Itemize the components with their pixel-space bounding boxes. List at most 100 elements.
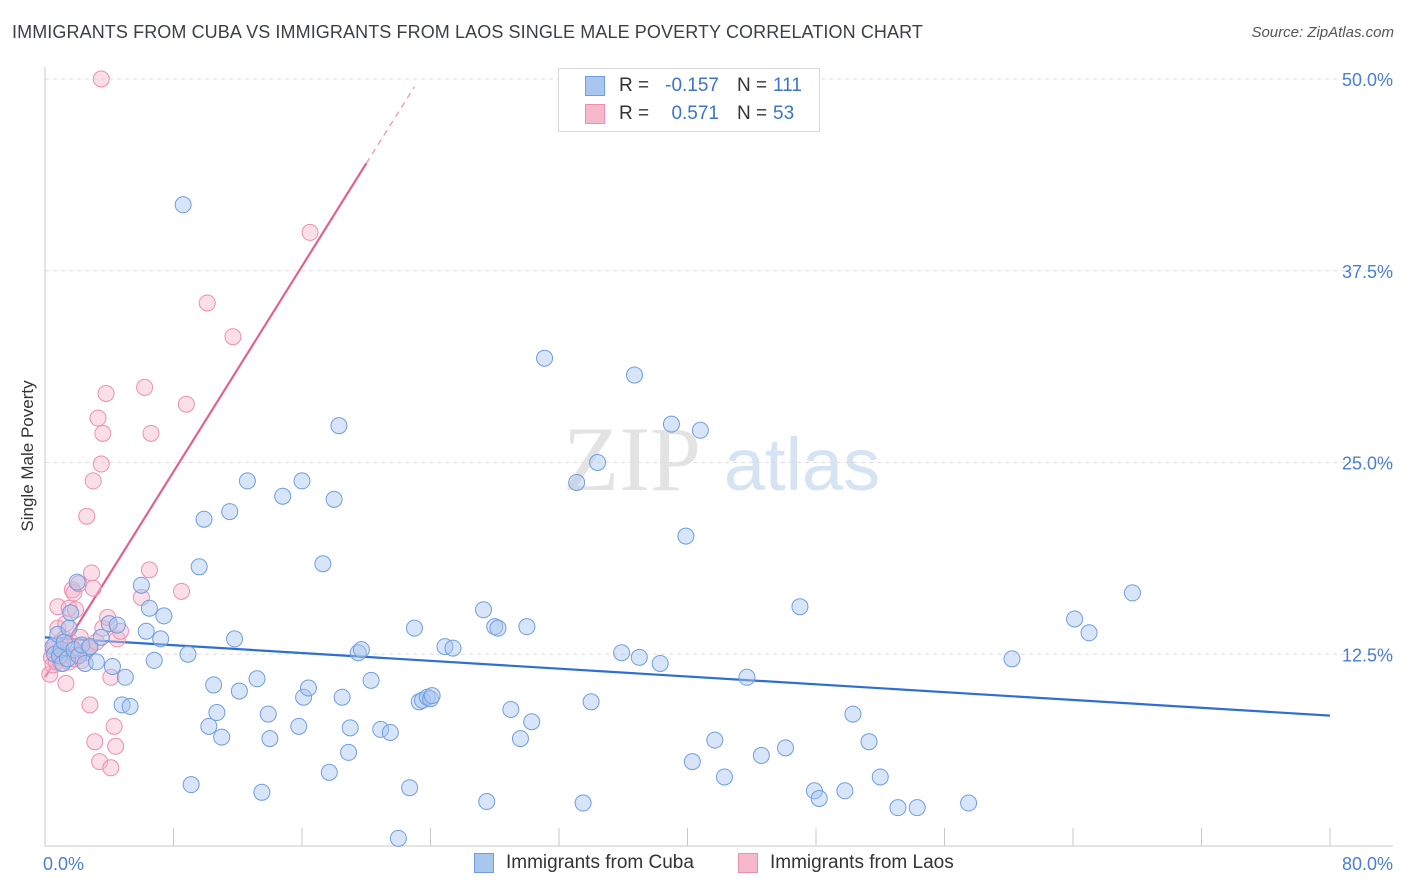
cuba-point	[651, 654, 669, 672]
cuba-point	[662, 415, 680, 433]
laos-point	[102, 759, 120, 777]
laos-point	[105, 717, 123, 735]
cuba-point	[325, 490, 343, 508]
cuba-point	[54, 654, 72, 672]
watermark-atlas: atlas	[724, 423, 880, 506]
cuba-point	[568, 473, 586, 491]
laos-point	[177, 395, 195, 413]
laos-point	[83, 564, 101, 582]
legend-cuba-r-value: -0.157	[665, 75, 719, 96]
chart-title: IMMIGRANTS FROM CUBA VS IMMIGRANTS FROM …	[12, 22, 923, 42]
cuba-point	[295, 688, 313, 706]
laos-point	[224, 328, 242, 346]
laos-point	[301, 223, 319, 241]
laos-point	[67, 601, 85, 619]
cuba-point	[683, 753, 701, 771]
cuba-point	[248, 670, 266, 688]
cuba-point	[340, 743, 358, 761]
laos-point	[57, 674, 75, 692]
laos-swatch	[585, 104, 605, 124]
laos-trend-extension	[365, 86, 415, 164]
cuba-point	[140, 599, 158, 617]
cuba-point	[145, 651, 163, 669]
cuba-point	[116, 668, 134, 686]
cuba-point	[1080, 624, 1098, 642]
cuba-point	[422, 690, 439, 708]
legend-row-cuba: R = -0.157 N = 111	[585, 73, 802, 99]
cuba-point	[574, 794, 592, 812]
cuba-point	[274, 487, 292, 505]
axes	[44, 67, 1393, 847]
laos-point	[136, 378, 154, 396]
cuba-point	[860, 733, 878, 751]
cuba-point	[103, 658, 121, 676]
cuba-point	[213, 728, 231, 746]
laos-point	[78, 507, 96, 525]
cuba-point	[791, 598, 809, 616]
cuba-point	[108, 616, 126, 634]
cuba-point	[1123, 584, 1141, 602]
cuba-point	[299, 679, 317, 697]
laos-point	[142, 424, 160, 442]
cuba-point	[293, 472, 311, 490]
legend-cuba-n-value: 111	[773, 75, 802, 96]
cuba-point	[444, 639, 462, 657]
cuba-point	[62, 604, 80, 622]
gridlines	[45, 78, 1393, 655]
cuba-point	[221, 503, 239, 521]
cuba-point	[341, 719, 359, 737]
cuba-point	[87, 653, 105, 671]
cuba-point	[836, 782, 854, 800]
y-axis-label: Single Male Poverty	[18, 380, 37, 532]
cuba-point	[261, 730, 279, 748]
laos-point	[92, 455, 110, 473]
cuba-point	[81, 638, 99, 656]
trend-lines	[44, 86, 1331, 717]
legend-cuba-r-label: R =	[619, 75, 650, 96]
laos-point	[84, 472, 102, 490]
cuba-point	[625, 366, 643, 384]
cuba-point	[715, 768, 733, 786]
laos-point	[107, 737, 125, 755]
laos-point	[86, 733, 104, 751]
laos-point	[81, 696, 99, 714]
source-note: Source: ZipAtlas.com	[1251, 24, 1394, 41]
cuba-point	[511, 730, 529, 748]
cuba-point	[179, 645, 197, 663]
laos-point	[102, 668, 120, 686]
x-tick-label: 0.0%	[43, 854, 84, 874]
laos-point	[65, 584, 83, 602]
cuba-point	[908, 799, 926, 817]
laos-point	[173, 582, 191, 600]
cuba-point	[208, 704, 226, 722]
legend-row-laos: R = 0.571 N = 53	[585, 101, 794, 127]
cuba-point	[489, 619, 507, 637]
cuba-point	[320, 763, 338, 781]
laos-point	[97, 384, 115, 402]
cuba-point	[352, 641, 370, 659]
cuba-point	[372, 720, 390, 738]
cuba-point	[677, 527, 695, 545]
laos-legend-label: Immigrants from Laos	[770, 852, 954, 873]
cuba-point	[182, 776, 200, 794]
laos-point	[89, 409, 107, 427]
laos-point	[84, 579, 102, 597]
y-tick-label: 25.0%	[1342, 454, 1393, 474]
cuba-point	[523, 713, 541, 731]
cuba-point	[190, 558, 208, 576]
cuba-point	[195, 510, 213, 528]
cuba-point	[330, 417, 348, 435]
legend-laos-r-value: 0.571	[671, 103, 719, 124]
tick-labels: 12.5% 25.0% 37.5% 50.0% 0.0% 80.0%	[43, 70, 1393, 874]
cuba-point	[630, 648, 648, 666]
cuba-point	[401, 779, 419, 797]
cuba-point	[230, 682, 248, 700]
cuba-point	[478, 793, 496, 811]
cuba-point	[121, 697, 139, 715]
legend-cuba-n-label: N =	[737, 75, 768, 96]
cuba-point	[889, 799, 907, 817]
cuba-point	[475, 601, 493, 619]
cuba-point	[389, 829, 407, 847]
cuba-point	[706, 731, 724, 749]
y-tick-label: 50.0%	[1342, 70, 1393, 90]
